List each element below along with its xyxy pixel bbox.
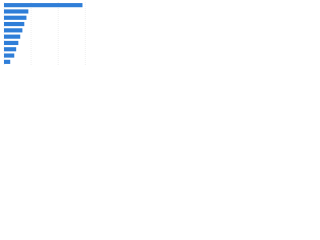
bar [4, 21, 25, 27]
bar [4, 53, 15, 58]
bar [4, 15, 27, 20]
bar [4, 3, 83, 8]
page: {"chart_data": {"type": "bar", "orientat… [0, 0, 100, 71]
bar [4, 47, 17, 52]
chart [3, 2, 86, 65]
bar [4, 59, 11, 64]
bar [4, 34, 21, 39]
bar [4, 40, 19, 46]
bar [4, 9, 29, 14]
bar [4, 28, 23, 33]
